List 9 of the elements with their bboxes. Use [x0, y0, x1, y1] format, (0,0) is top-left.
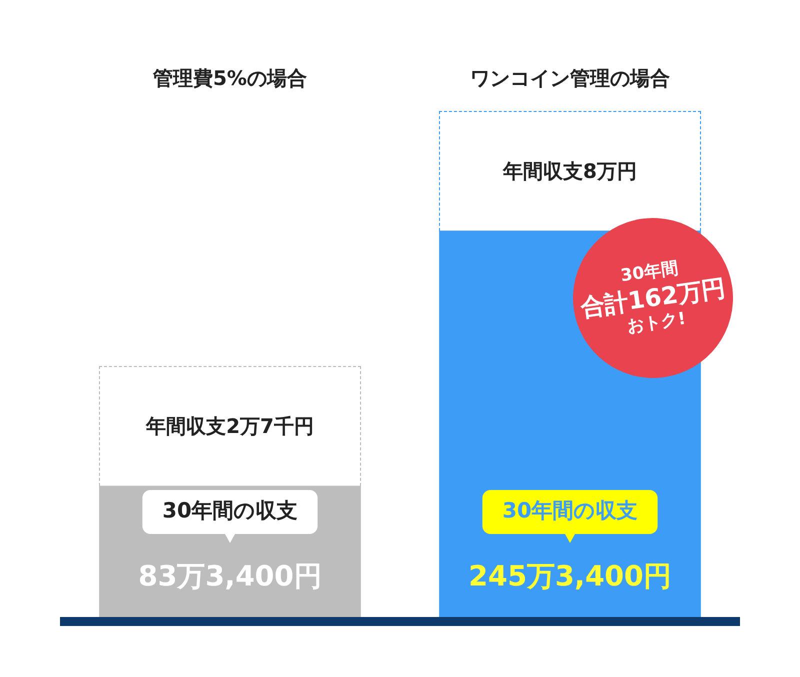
dashed-frame: 年間収支2万7千円	[99, 366, 361, 486]
annotation: 30年間の収支	[502, 498, 638, 522]
data-label: 83万3,400円	[138, 559, 322, 592]
x-tick-label: ワンコイン管理の場合	[470, 66, 670, 90]
dashed-frame: 年間収支8万円	[439, 110, 701, 231]
x-tick-label: 管理費5%の場合	[152, 66, 307, 90]
data-label: 245万3,400円	[468, 559, 672, 592]
annotation: おトク!	[626, 308, 688, 338]
annotation: 30年間の収支	[162, 498, 298, 522]
